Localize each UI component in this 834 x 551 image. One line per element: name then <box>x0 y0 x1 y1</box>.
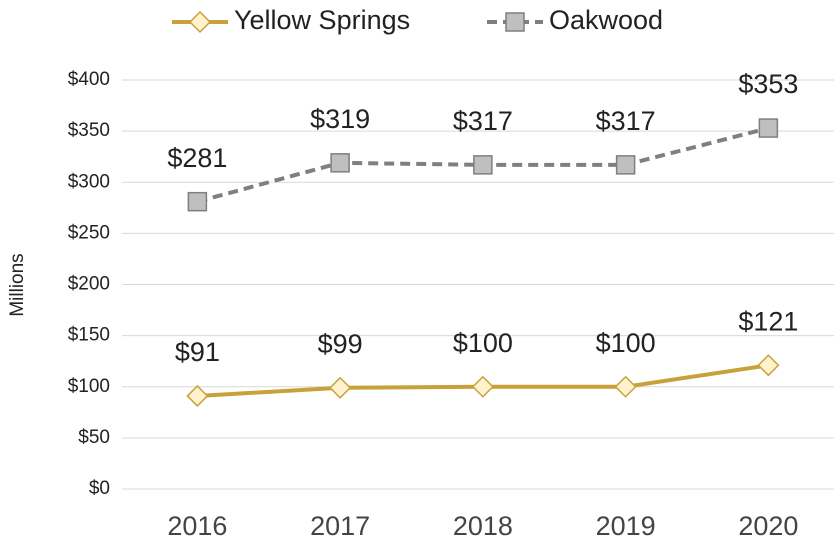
y-tick-label: $0 <box>89 478 110 499</box>
y-axis-title: Millions <box>7 253 28 316</box>
data-point <box>757 354 780 377</box>
data-point <box>614 375 637 398</box>
legend-marker <box>505 12 525 32</box>
y-tick-label: $250 <box>68 222 110 243</box>
data-label: $353 <box>738 69 798 99</box>
data-label: $317 <box>596 106 656 136</box>
x-tick-label: 2017 <box>310 511 370 541</box>
x-tick-label: 2020 <box>738 511 798 541</box>
data-label: $100 <box>453 328 513 358</box>
legend-label: Oakwood <box>549 5 663 35</box>
legend-marker <box>188 10 212 34</box>
x-tick-label: 2018 <box>453 511 513 541</box>
x-tick-label: 2019 <box>596 511 656 541</box>
data-point <box>615 155 636 175</box>
data-label: $100 <box>596 328 656 358</box>
data-point <box>187 191 208 212</box>
data-point <box>329 376 352 399</box>
y-tick-label: $200 <box>68 274 110 295</box>
data-point <box>473 155 493 175</box>
data-label: $281 <box>167 143 227 173</box>
data-point <box>186 384 209 408</box>
data-label: $91 <box>175 337 220 367</box>
data-point <box>471 375 494 398</box>
x-tick-label: 2016 <box>167 511 227 541</box>
y-tick-label: $50 <box>78 427 110 448</box>
data-label: $99 <box>318 329 363 359</box>
y-tick-label: $350 <box>68 120 110 141</box>
y-tick-label: $400 <box>68 69 110 90</box>
data-point <box>758 118 779 138</box>
data-point <box>330 153 350 173</box>
y-tick-label: $100 <box>68 376 110 397</box>
data-label: $319 <box>310 104 370 134</box>
y-tick-label: $150 <box>68 325 110 346</box>
legend-label: Yellow Springs <box>234 5 410 35</box>
data-label: $317 <box>453 106 513 136</box>
y-tick-label: $300 <box>68 171 110 192</box>
data-label: $121 <box>738 306 798 336</box>
